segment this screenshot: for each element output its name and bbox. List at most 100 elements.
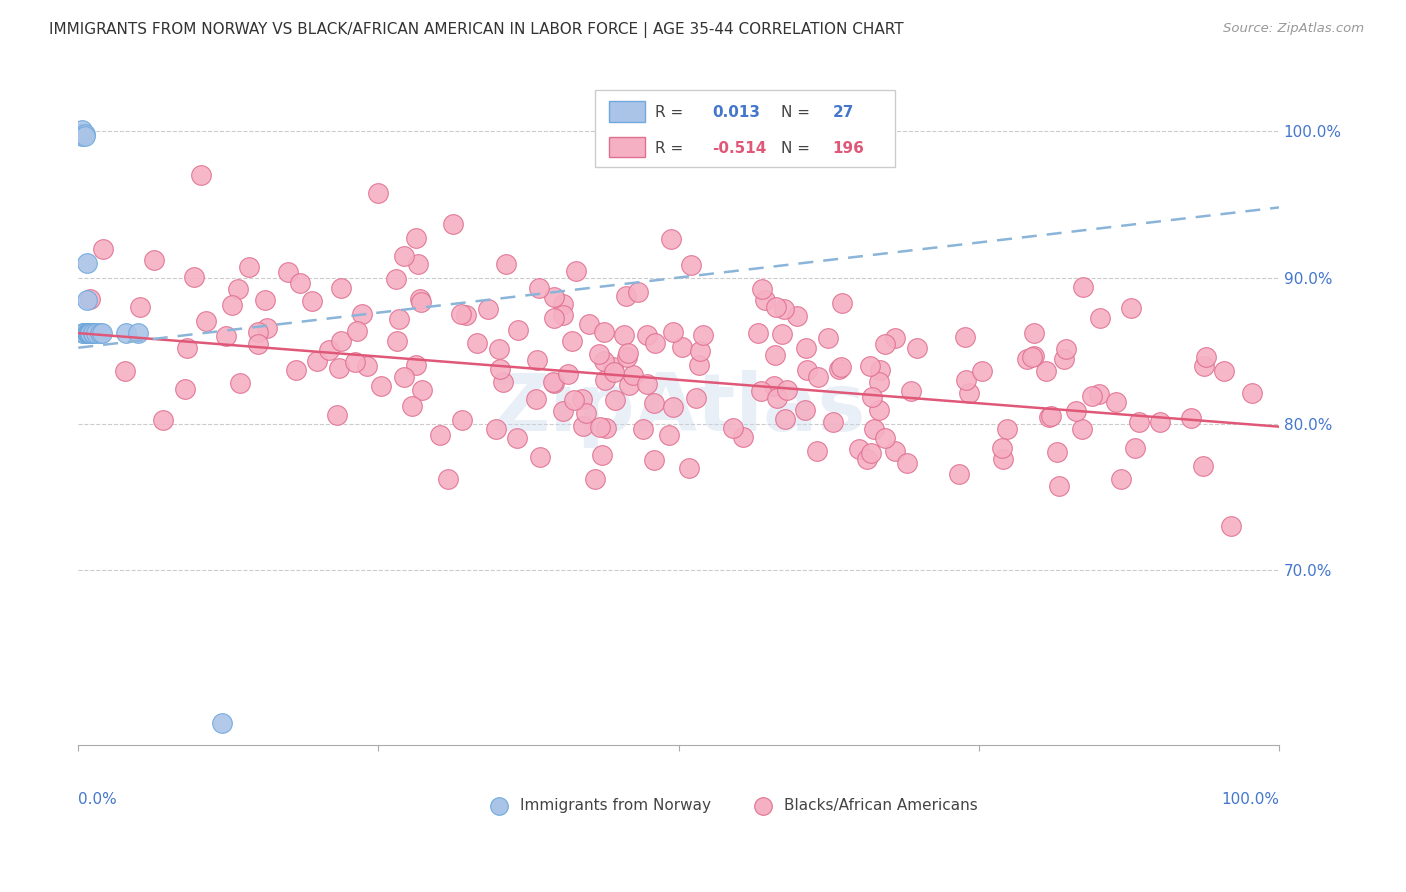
- Point: [884, 331, 907, 345]
- Point: [115, 326, 138, 340]
- Point: [1040, 409, 1063, 424]
- Point: [856, 452, 879, 467]
- Point: [76, 326, 98, 340]
- Point: [948, 467, 970, 481]
- Point: [392, 370, 415, 384]
- Point: [89, 326, 111, 340]
- Point: [848, 442, 870, 456]
- Point: [588, 346, 610, 360]
- Point: [211, 716, 233, 731]
- Point: [527, 280, 550, 294]
- Point: [329, 281, 352, 295]
- Point: [688, 358, 710, 372]
- Point: [593, 354, 616, 368]
- Point: [658, 427, 681, 442]
- Point: [73, 326, 96, 340]
- Point: [77, 326, 100, 340]
- Point: [174, 382, 197, 396]
- Point: [256, 320, 278, 334]
- Point: [671, 340, 693, 354]
- Point: [1241, 386, 1264, 401]
- Point: [953, 330, 976, 344]
- Point: [76, 293, 98, 307]
- Point: [593, 326, 616, 340]
- Point: [370, 379, 392, 393]
- Point: [277, 265, 299, 279]
- Point: [689, 344, 711, 359]
- Point: [215, 328, 238, 343]
- Point: [662, 400, 685, 414]
- Point: [229, 376, 252, 390]
- Point: [526, 353, 548, 368]
- Point: [751, 281, 773, 295]
- Point: [506, 323, 529, 337]
- Point: [583, 472, 606, 486]
- Text: 0.013: 0.013: [713, 105, 761, 120]
- FancyBboxPatch shape: [609, 102, 645, 121]
- Point: [614, 289, 637, 303]
- Point: [127, 326, 149, 340]
- Point: [477, 302, 499, 317]
- Point: [77, 326, 100, 340]
- FancyBboxPatch shape: [609, 136, 645, 157]
- Point: [301, 293, 323, 308]
- Point: [91, 242, 114, 256]
- Point: [776, 384, 799, 398]
- Text: R =: R =: [655, 105, 688, 120]
- Point: [636, 328, 658, 343]
- Point: [991, 441, 1014, 455]
- Point: [643, 396, 665, 410]
- Point: [970, 363, 993, 377]
- Point: [488, 362, 510, 376]
- Text: N =: N =: [780, 141, 814, 156]
- Point: [1192, 458, 1215, 473]
- Text: 100.0%: 100.0%: [1220, 792, 1279, 807]
- Point: [681, 258, 703, 272]
- Point: [330, 334, 353, 349]
- Point: [828, 362, 851, 376]
- Point: [603, 365, 626, 379]
- Point: [411, 383, 433, 397]
- Text: 27: 27: [832, 105, 853, 120]
- Point: [773, 412, 796, 426]
- Point: [1111, 472, 1133, 486]
- Point: [77, 326, 100, 340]
- Point: [543, 376, 565, 390]
- Point: [754, 293, 776, 308]
- Point: [506, 431, 529, 445]
- Point: [1071, 280, 1094, 294]
- Point: [392, 249, 415, 263]
- Point: [860, 390, 883, 404]
- Point: [543, 290, 565, 304]
- Point: [82, 326, 104, 340]
- Point: [766, 391, 789, 405]
- Point: [1038, 409, 1060, 424]
- Point: [621, 368, 644, 382]
- Point: [1128, 415, 1150, 429]
- Point: [246, 325, 269, 339]
- Point: [863, 422, 886, 436]
- Text: ZipAtlas: ZipAtlas: [491, 370, 866, 448]
- Point: [1081, 389, 1104, 403]
- Point: [1105, 395, 1128, 409]
- Point: [955, 373, 977, 387]
- Point: [1195, 350, 1218, 364]
- Point: [325, 408, 347, 422]
- Point: [183, 270, 205, 285]
- Point: [406, 257, 429, 271]
- Point: [385, 272, 408, 286]
- Point: [495, 257, 517, 271]
- Point: [817, 331, 839, 345]
- Point: [644, 336, 666, 351]
- Point: [617, 346, 640, 360]
- Point: [617, 377, 640, 392]
- Text: Immigrants from Norway: Immigrants from Norway: [520, 798, 711, 814]
- Point: [884, 444, 907, 458]
- Point: [773, 301, 796, 316]
- Point: [221, 298, 243, 312]
- Point: [1024, 326, 1046, 341]
- Point: [794, 341, 817, 355]
- Point: [830, 360, 852, 375]
- Text: Blacks/African Americans: Blacks/African Americans: [785, 798, 979, 814]
- Text: N =: N =: [780, 105, 814, 120]
